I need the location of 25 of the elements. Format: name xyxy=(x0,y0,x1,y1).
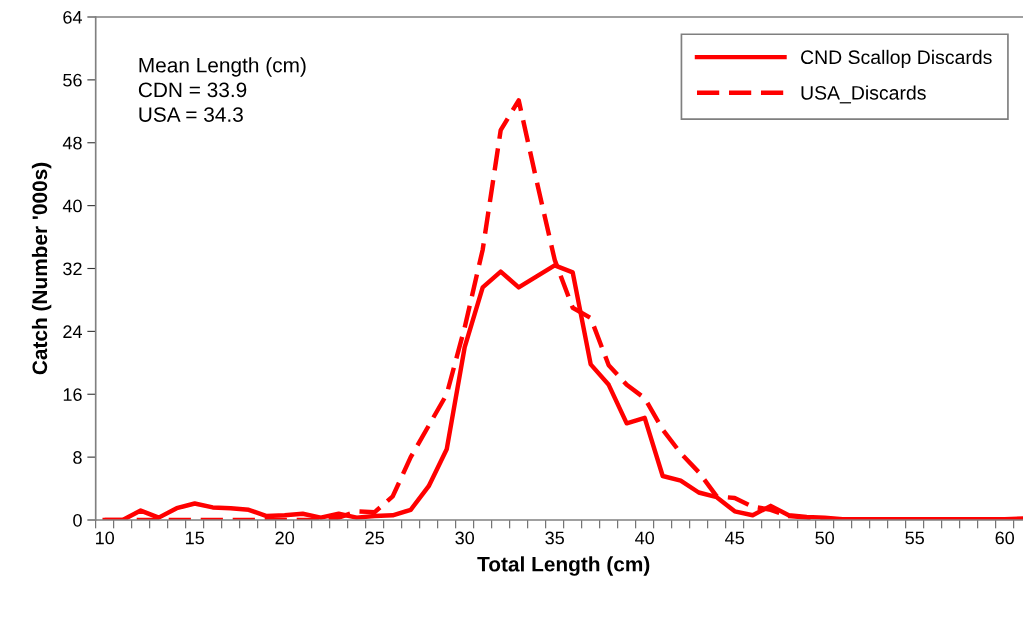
x-tick-label: 55 xyxy=(905,531,924,545)
y-tick-label: 16 xyxy=(63,388,82,401)
x-tick-label: 10 xyxy=(96,531,115,545)
x-tick-label: 45 xyxy=(725,531,744,545)
y-tick-label: 40 xyxy=(62,199,82,213)
x-tick-label: 15 xyxy=(186,531,204,545)
y-axis-title: Catch (Number '000s) xyxy=(31,162,52,375)
y-tick-label: 64 xyxy=(63,10,82,24)
x-tick-label: 30 xyxy=(455,531,475,545)
y-tick-label: 0 xyxy=(73,513,82,527)
y-tick-label: 32 xyxy=(63,262,82,276)
y-tick-label: 8 xyxy=(73,451,82,464)
y-tick-label: 56 xyxy=(63,73,82,87)
y-tick-label: 24 xyxy=(63,325,82,338)
x-tick-label: 35 xyxy=(545,531,564,545)
legend-label: USA_Discards xyxy=(801,85,926,104)
x-tick-label: 20 xyxy=(275,531,295,545)
legend-label: CND Scallop Discards xyxy=(801,49,992,68)
y-tick-label: 48 xyxy=(62,136,82,150)
x-tick-label: 60 xyxy=(995,531,1015,545)
annotation: Mean Length (cm) CDN = 33.9 USA = 34.3 xyxy=(138,57,306,122)
x-axis-title: Total Length (cm) xyxy=(477,556,650,576)
x-tick-label: 50 xyxy=(815,531,835,545)
x-tick-label: 25 xyxy=(365,531,384,545)
x-tick-label: 40 xyxy=(635,531,655,545)
